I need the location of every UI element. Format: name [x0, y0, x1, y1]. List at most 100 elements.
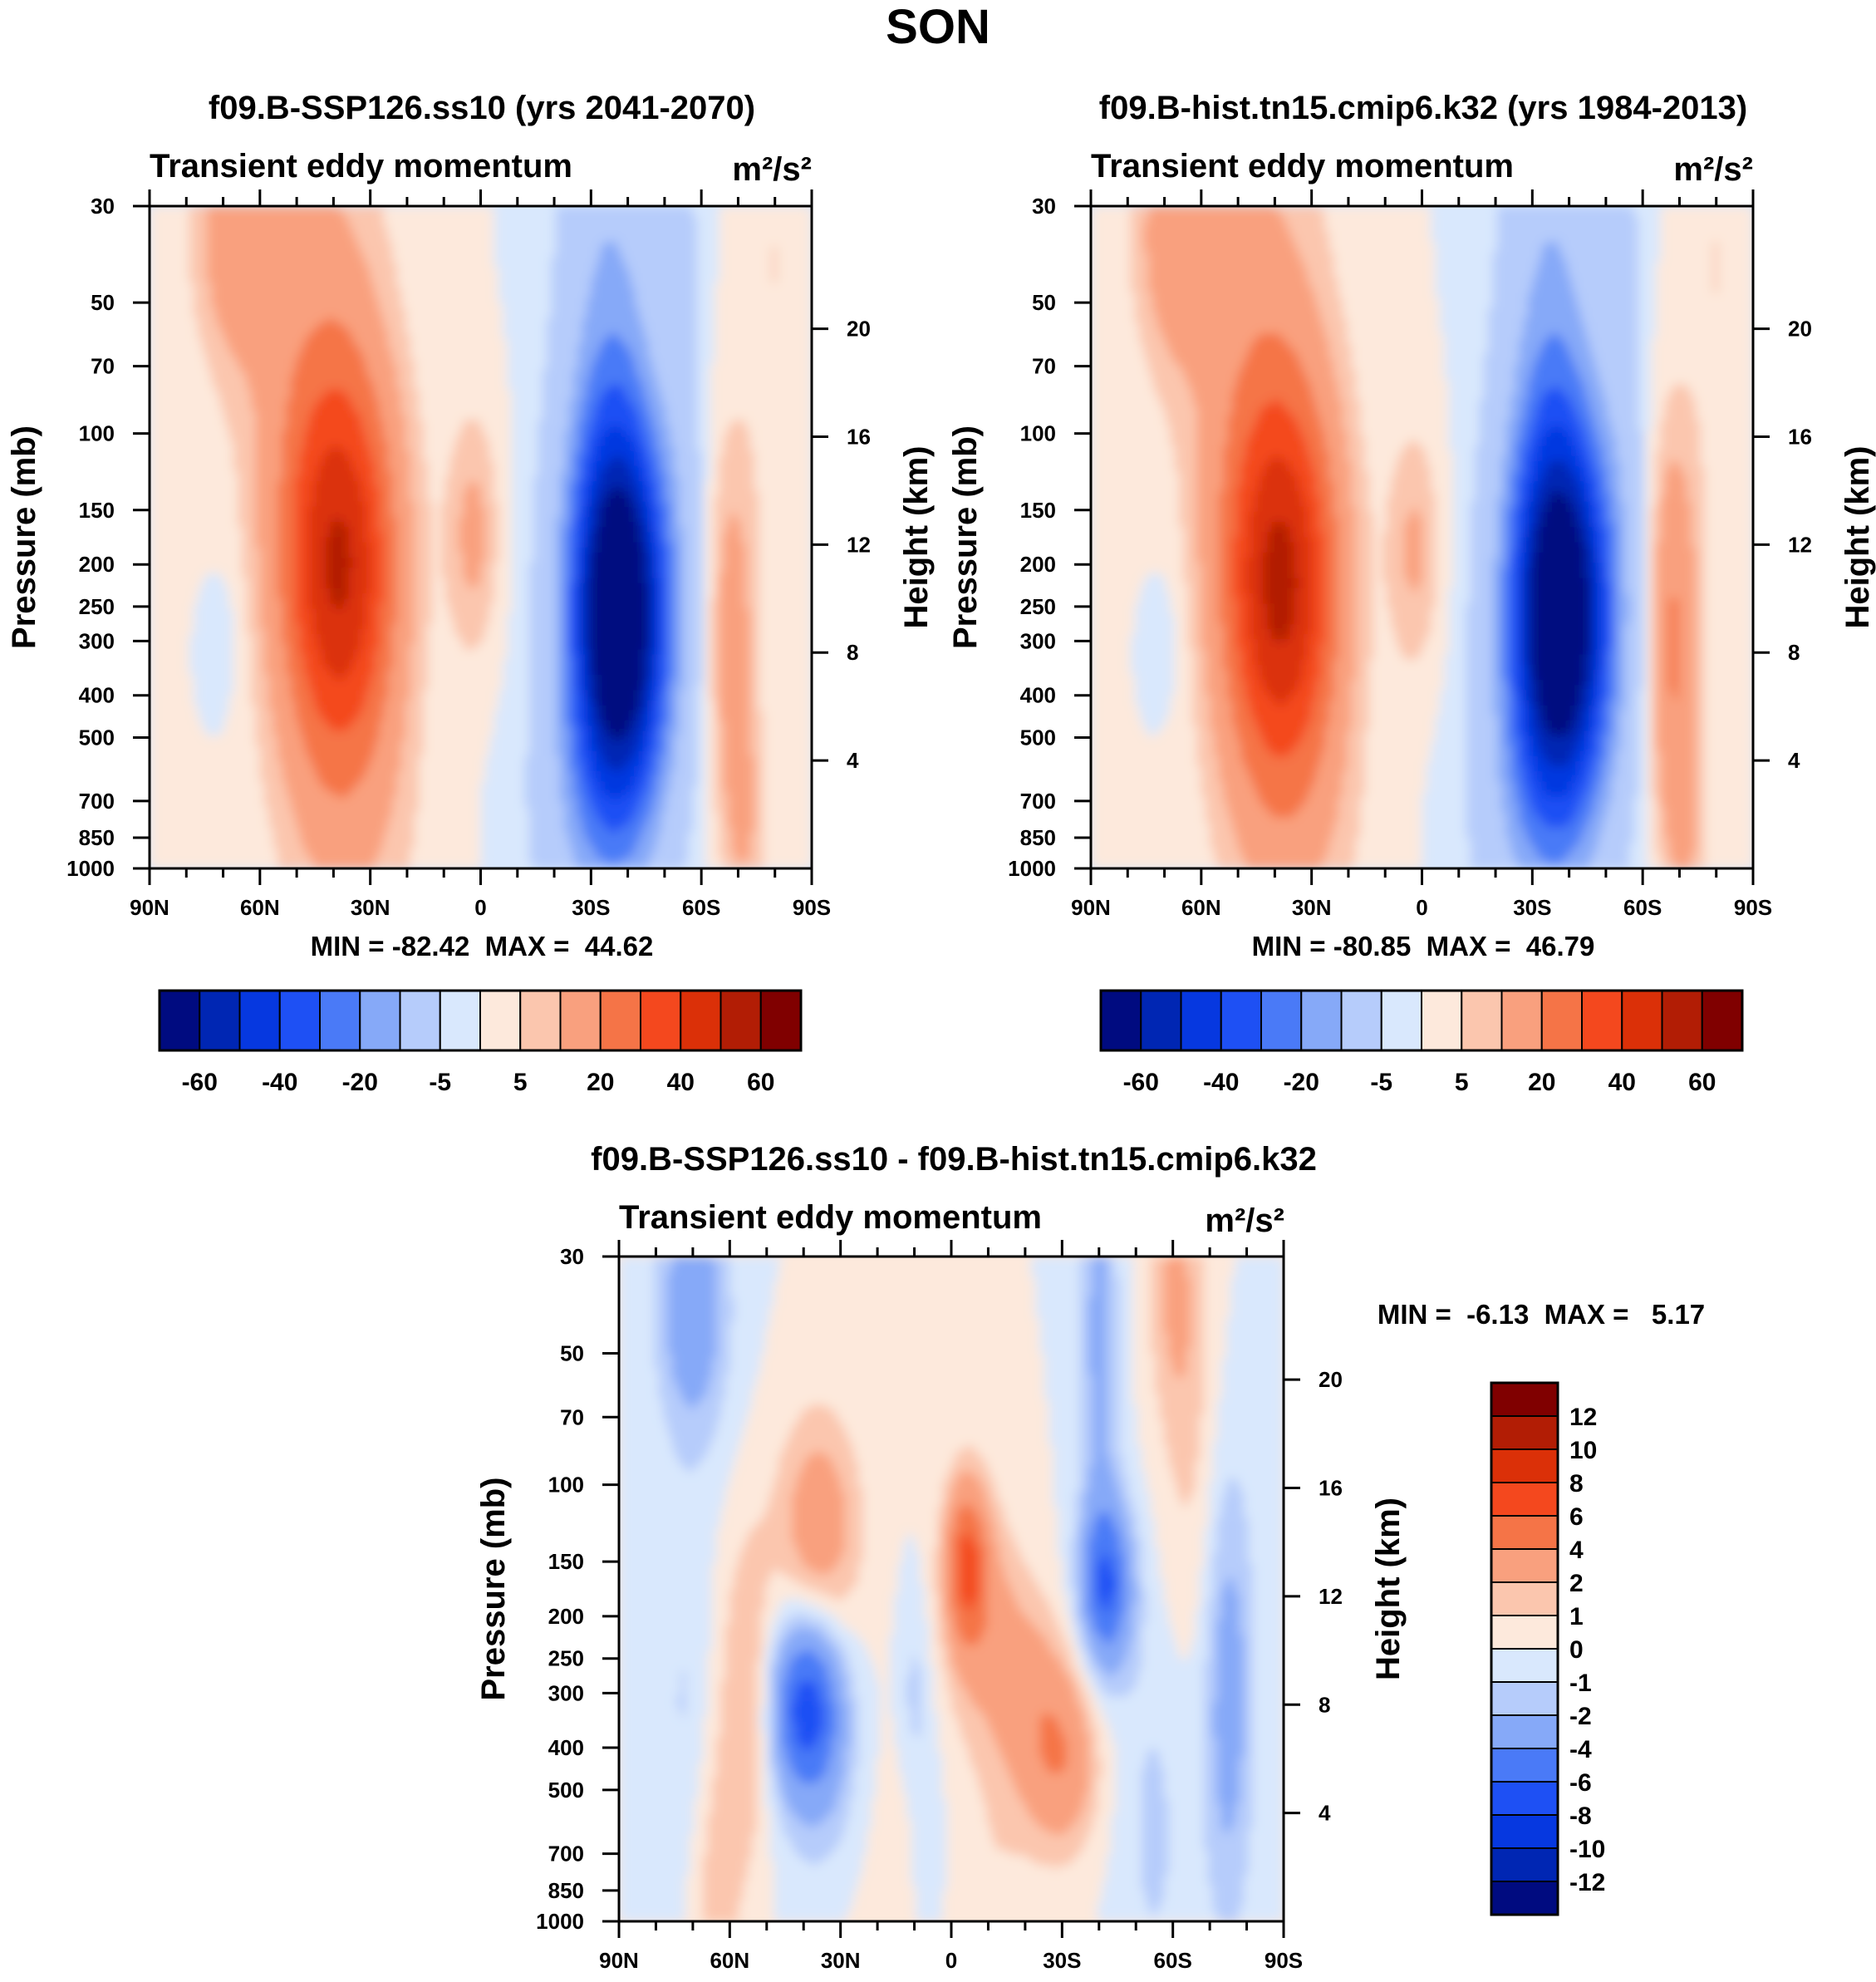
colorbar-swatch — [1582, 991, 1622, 1050]
x-tick-label: 60S — [682, 895, 720, 920]
colorbar-label: -12 — [1569, 1869, 1605, 1896]
colorbar-swatch — [520, 991, 560, 1050]
y-tick-label: 300 — [79, 628, 115, 653]
colorbar-label: -4 — [1569, 1736, 1592, 1763]
y-tick-label: 100 — [548, 1473, 584, 1498]
x-tick-label: 30N — [351, 895, 390, 920]
colorbar-label: 5 — [513, 1069, 528, 1096]
colorbar-swatch — [480, 991, 520, 1050]
x-tick-label: 90N — [599, 1948, 639, 1973]
x-tick-label: 30S — [572, 895, 610, 920]
colorbar-label: 60 — [747, 1069, 774, 1096]
y-tick-label: 700 — [1020, 789, 1056, 814]
colorbar-label: 8 — [1569, 1470, 1584, 1498]
min-max-label: MIN = -82.42 MAX = 44.62 — [311, 931, 654, 961]
y-tick-label: 200 — [548, 1604, 584, 1629]
units-label: m²/s² — [1205, 1202, 1284, 1239]
colorbar-swatch — [1502, 991, 1542, 1050]
y-tick-label: 850 — [1020, 825, 1056, 850]
y-tick-label: 150 — [548, 1549, 584, 1574]
colorbar-swatch — [1422, 991, 1461, 1050]
colorbar-swatch — [680, 991, 720, 1050]
y-tick-label: 400 — [1020, 683, 1056, 708]
y-right-tick-label: 20 — [1319, 1367, 1343, 1392]
y-axis-label-right: Height (km) — [1839, 446, 1876, 629]
y-axis-label-right: Height (km) — [898, 446, 935, 629]
colorbar-swatch — [1491, 1449, 1558, 1483]
colorbar-swatch — [1491, 1483, 1558, 1516]
variable-label: Transient eddy momentum — [150, 148, 572, 184]
y-tick-label: 500 — [79, 725, 115, 750]
colorbar-label: 4 — [1569, 1537, 1584, 1564]
colorbar-swatch — [1491, 1682, 1558, 1715]
colorbar-swatch — [641, 991, 680, 1050]
x-tick-label: 90S — [1734, 895, 1772, 920]
colorbar-swatch — [1221, 991, 1261, 1050]
colorbar-label: 40 — [1608, 1069, 1636, 1096]
y-right-tick-label: 16 — [1788, 424, 1812, 449]
colorbar-swatch — [1261, 991, 1301, 1050]
colorbar-swatch — [1491, 1715, 1558, 1748]
units-label: m²/s² — [732, 151, 812, 188]
colorbar-swatch — [561, 991, 601, 1050]
colorbar-label: -5 — [429, 1069, 451, 1096]
colorbar-swatch — [1702, 991, 1742, 1050]
y-tick-label: 70 — [91, 354, 115, 379]
colorbar-swatch — [761, 991, 801, 1050]
colorbar-swatch — [1491, 1516, 1558, 1549]
x-tick-label: 30N — [821, 1948, 861, 1973]
y-right-tick-label: 20 — [1788, 317, 1812, 342]
y-tick-label: 100 — [79, 421, 115, 446]
colorbar-label: 5 — [1455, 1069, 1469, 1096]
y-tick-label: 300 — [548, 1680, 584, 1705]
colorbar-swatch — [1542, 991, 1582, 1050]
y-tick-label: 200 — [79, 552, 115, 577]
colorbar-label: -20 — [342, 1069, 378, 1096]
colorbar-swatch — [601, 991, 641, 1050]
panel-top-left: f09.B-SSP126.ss10 (yrs 2041-2070) Transi… — [6, 90, 935, 1096]
y-axis-label: Pressure (mb) — [475, 1478, 512, 1701]
x-tick-label: 30S — [1513, 895, 1551, 920]
y-right-tick-label: 4 — [1319, 1801, 1331, 1826]
y-tick-label: 150 — [79, 498, 115, 523]
y-tick-label: 300 — [1020, 628, 1056, 653]
colorbar-label: 12 — [1569, 1404, 1597, 1431]
colorbar-label: -40 — [1203, 1069, 1239, 1096]
colorbar-swatch — [1342, 991, 1382, 1050]
y-right-tick-label: 12 — [1788, 532, 1812, 557]
variable-label: Transient eddy momentum — [1091, 148, 1514, 184]
y-tick-label: 150 — [1020, 498, 1056, 523]
colorbar-label: -8 — [1569, 1802, 1592, 1830]
y-tick-label: 50 — [560, 1341, 584, 1366]
panel-title: f09.B-SSP126.ss10 - f09.B-hist.tn15.cmip… — [591, 1141, 1317, 1178]
x-tick-label: 60S — [1154, 1948, 1192, 1973]
y-tick-label: 250 — [548, 1646, 584, 1671]
y-axis-label-right: Height (km) — [1370, 1498, 1407, 1680]
x-tick-label: 90S — [1265, 1948, 1303, 1973]
colorbar-swatch — [1491, 1383, 1558, 1416]
x-tick-label: 0 — [945, 1948, 957, 1973]
units-label: m²/s² — [1673, 151, 1753, 188]
colorbar-swatch — [1622, 991, 1662, 1050]
colorbar-swatch — [1181, 991, 1221, 1050]
contour-field — [619, 1257, 1284, 1922]
colorbar-label: 0 — [1569, 1636, 1584, 1664]
colorbar-swatch — [240, 991, 280, 1050]
y-axis-label: Pressure (mb) — [6, 425, 42, 649]
colorbar-swatch — [1491, 1881, 1558, 1915]
min-max-label: MIN = -80.85 MAX = 46.79 — [1252, 931, 1595, 961]
y-right-tick-label: 20 — [847, 317, 871, 342]
contour-field — [150, 206, 813, 869]
colorbar-label: 1 — [1569, 1603, 1584, 1630]
colorbar: -60 -40 -20 -5 5 20 40 60 — [1101, 991, 1742, 1096]
y-right-tick-label: 4 — [847, 748, 859, 773]
y-tick-label: 250 — [1020, 594, 1056, 619]
colorbar-swatch — [1301, 991, 1341, 1050]
colorbar-swatch — [320, 991, 360, 1050]
x-tick-label: 60N — [1181, 895, 1221, 920]
panel-top-right: f09.B-hist.tn15.cmip6.k32 (yrs 1984-2013… — [947, 90, 1876, 1096]
panel-title: f09.B-hist.tn15.cmip6.k32 (yrs 1984-2013… — [1099, 90, 1747, 126]
y-right-tick-label: 16 — [1319, 1476, 1343, 1501]
y-tick-label: 400 — [548, 1735, 584, 1760]
x-tick-label: 0 — [474, 895, 486, 920]
